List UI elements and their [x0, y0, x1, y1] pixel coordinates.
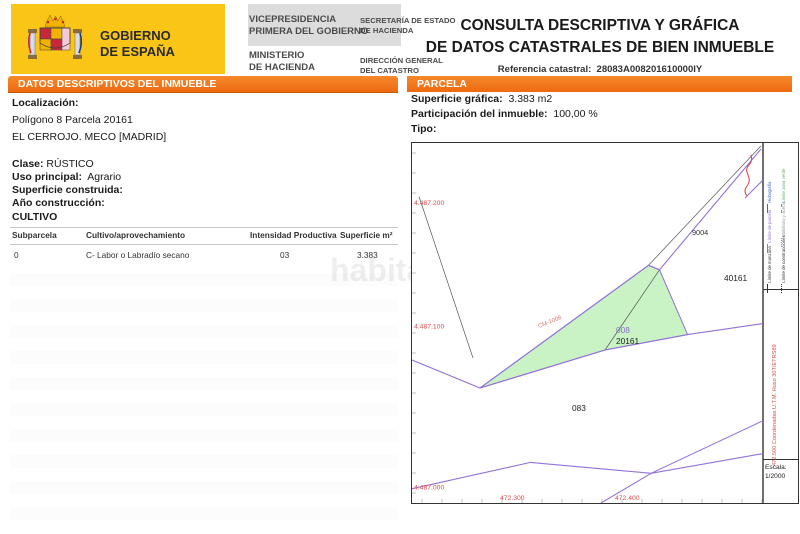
svg-text:9004: 9004: [692, 228, 708, 237]
svg-text:20161: 20161: [616, 336, 639, 346]
svg-text:472.300: 472.300: [500, 495, 525, 502]
svg-text:40161: 40161: [724, 273, 747, 283]
svg-text:4.487.200: 4.487.200: [414, 200, 444, 207]
svg-text:4.487.100: 4.487.100: [414, 324, 444, 331]
svg-text:472.400: 472.400: [615, 495, 640, 502]
svg-text:083: 083: [572, 403, 586, 413]
svg-text:CM-1008: CM-1008: [538, 315, 564, 330]
svg-text:008: 008: [616, 325, 630, 335]
svg-text:4.487.000: 4.487.000: [414, 485, 444, 492]
